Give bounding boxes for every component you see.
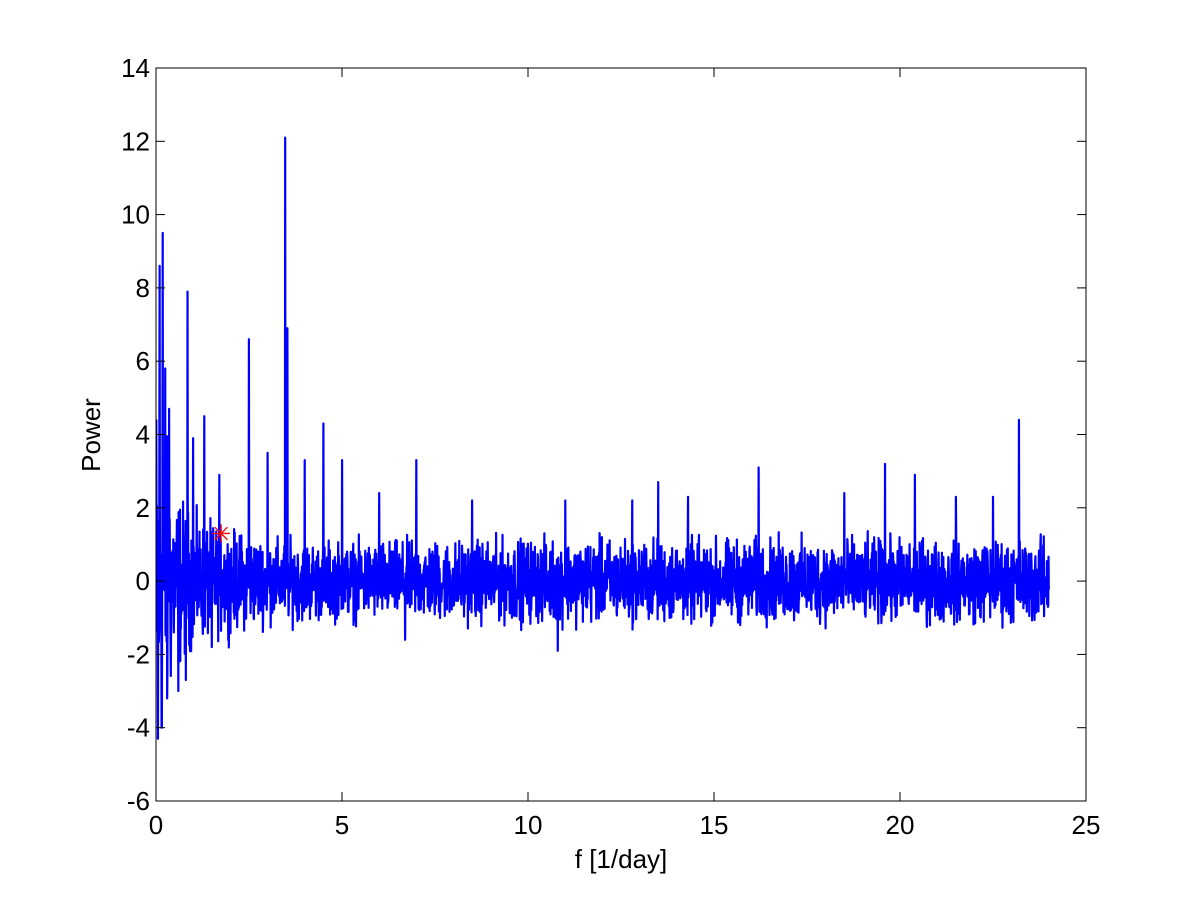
y-tick-label: 4: [136, 420, 150, 450]
y-tick-label: 2: [136, 493, 150, 523]
x-tick-label: 10: [514, 810, 543, 840]
x-tick-label: 5: [335, 810, 349, 840]
y-tick-label: 6: [136, 346, 150, 376]
x-tick-label: 25: [1072, 810, 1101, 840]
y-tick-label: -6: [127, 786, 150, 816]
y-tick-label: 12: [121, 126, 150, 156]
y-tick-label: -2: [127, 639, 150, 669]
y-axis-label: Power: [76, 398, 106, 472]
x-axis-label: f [1/day]: [575, 844, 668, 874]
y-tick-label: 0: [136, 566, 150, 596]
power-series-line: [156, 136, 1050, 740]
x-tick-label: 0: [149, 810, 163, 840]
y-tick-label: 14: [121, 53, 150, 83]
y-tick-label: -4: [127, 713, 150, 743]
y-tick-label: 8: [136, 273, 150, 303]
y-tick-label: 10: [121, 200, 150, 230]
marker-star: [212, 524, 231, 543]
x-tick-label: 20: [886, 810, 915, 840]
x-tick-label: 15: [700, 810, 729, 840]
